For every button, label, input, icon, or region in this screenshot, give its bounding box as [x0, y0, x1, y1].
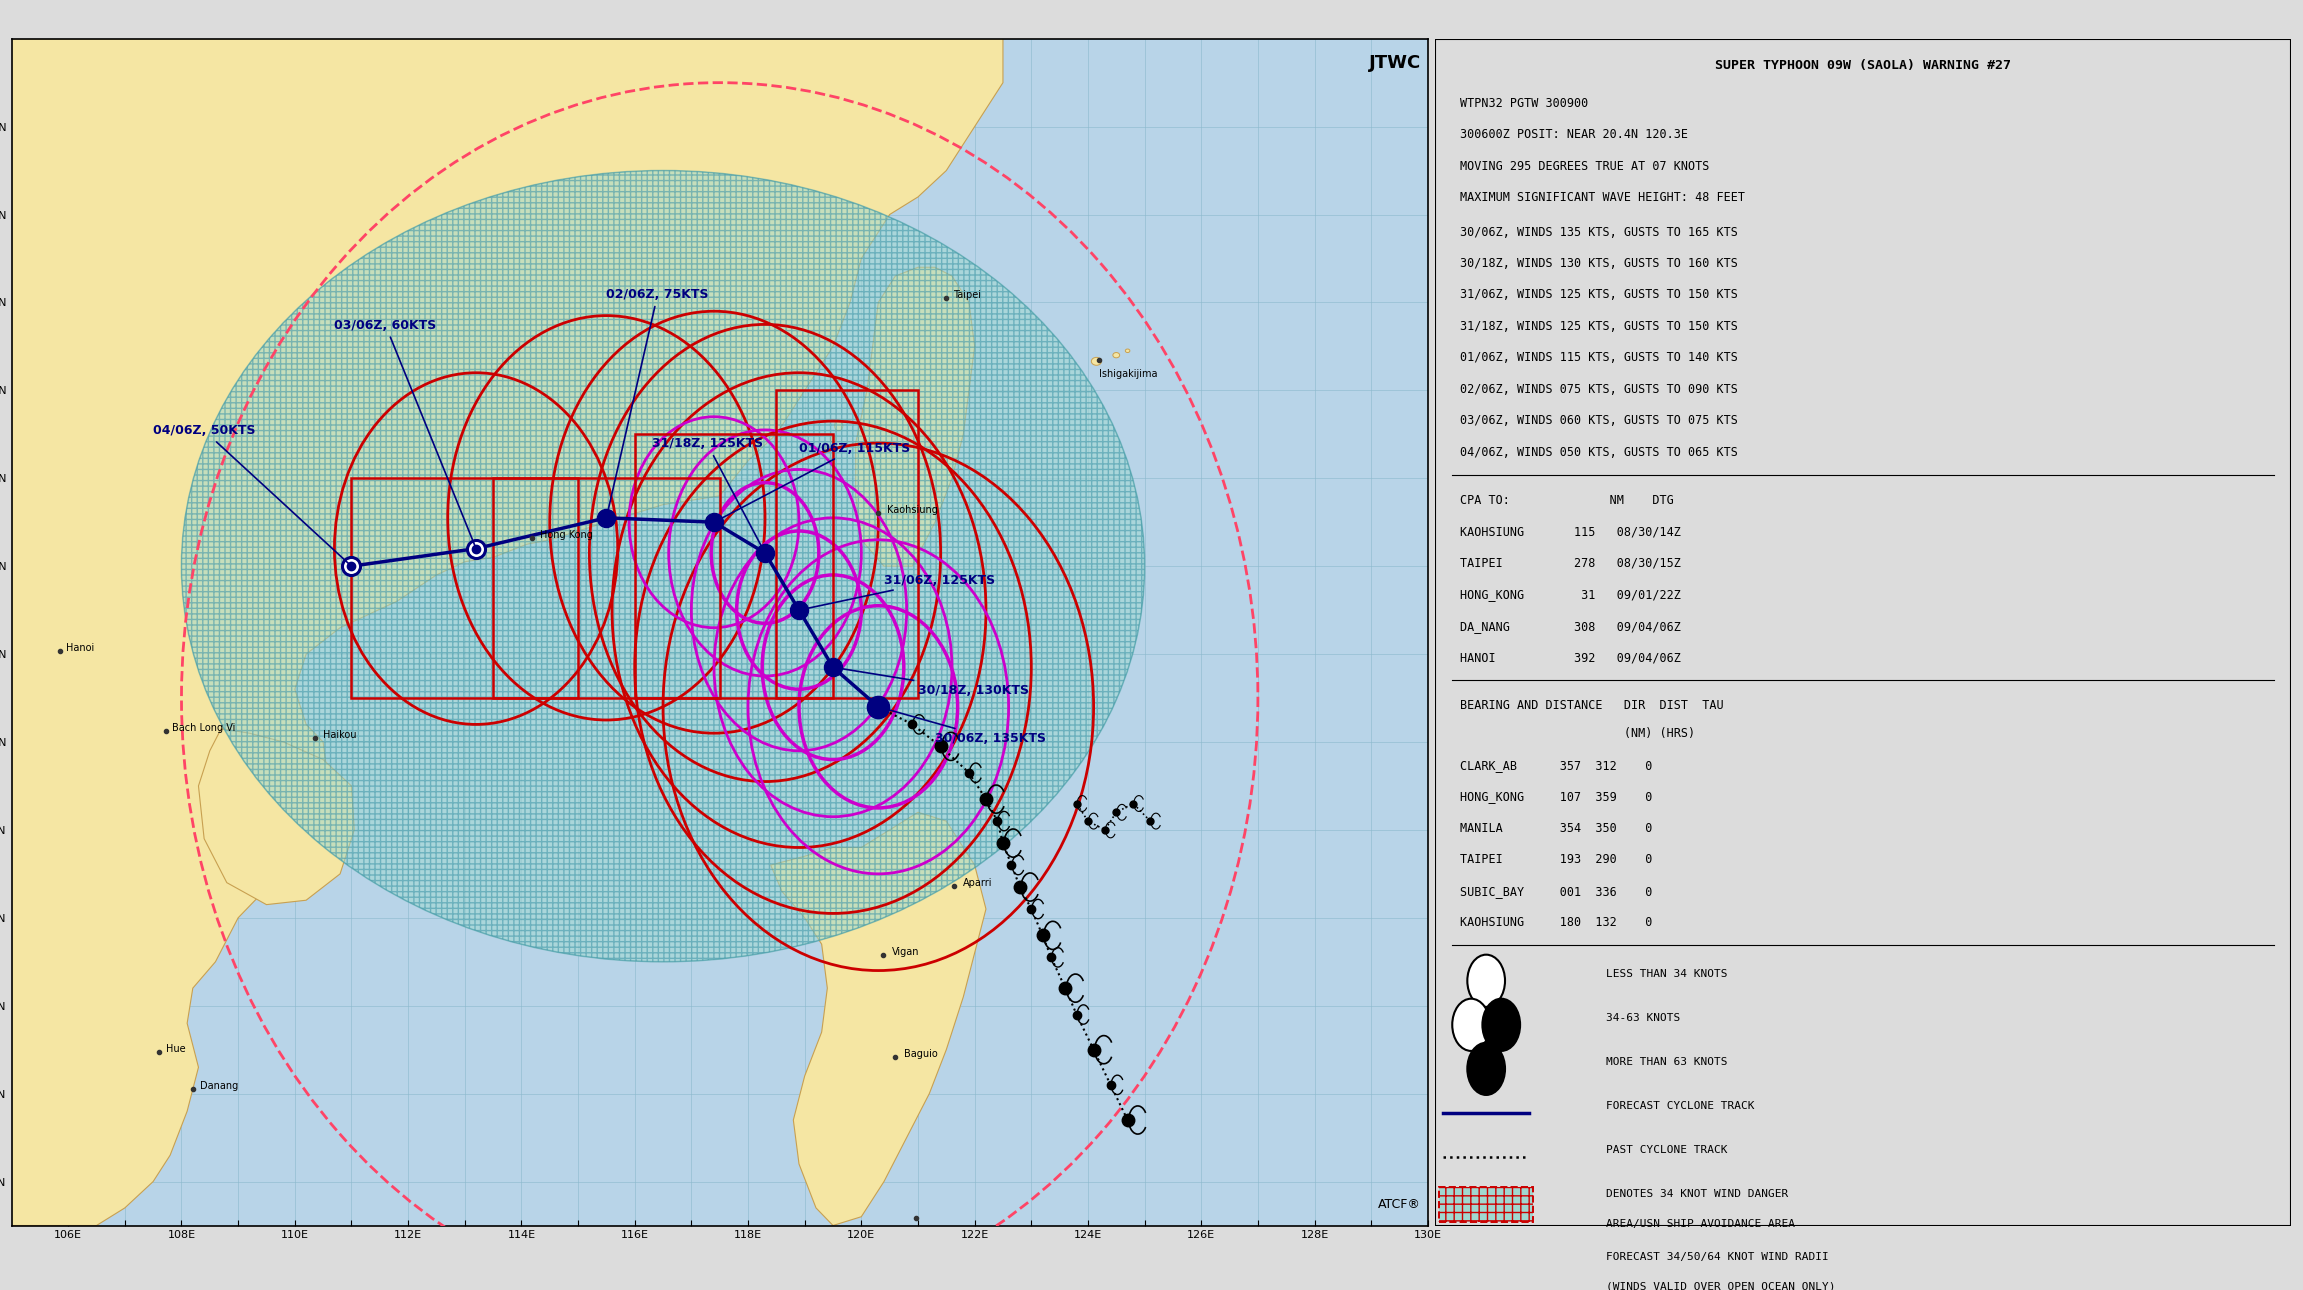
Text: Hong Kong: Hong Kong: [541, 530, 592, 541]
Bar: [493, 479, 719, 698]
Text: 34-63 KNOTS: 34-63 KNOTS: [1605, 1013, 1681, 1023]
Ellipse shape: [1092, 357, 1101, 365]
Bar: [352, 479, 578, 698]
Text: Haikou: Haikou: [322, 730, 357, 739]
Text: 02/06Z, WINDS 075 KTS, GUSTS TO 090 KTS: 02/06Z, WINDS 075 KTS, GUSTS TO 090 KTS: [1460, 383, 1739, 396]
Ellipse shape: [834, 421, 843, 431]
Ellipse shape: [182, 170, 1145, 962]
Text: 31/18Z, 125KTS: 31/18Z, 125KTS: [652, 437, 765, 551]
Text: SUBIC_BAY     001  336    0: SUBIC_BAY 001 336 0: [1460, 885, 1654, 898]
Text: Kaohsiung: Kaohsiung: [887, 506, 937, 516]
Ellipse shape: [1112, 352, 1119, 357]
Bar: [776, 391, 919, 698]
Bar: [636, 435, 834, 698]
Text: 03/06Z, 60KTS: 03/06Z, 60KTS: [334, 319, 474, 546]
Polygon shape: [198, 729, 355, 904]
Text: Baguio: Baguio: [903, 1049, 937, 1059]
Text: 01/06Z, 115KTS: 01/06Z, 115KTS: [716, 442, 910, 521]
Text: Hue: Hue: [166, 1045, 184, 1054]
Ellipse shape: [829, 435, 836, 442]
Text: 04/06Z, 50KTS: 04/06Z, 50KTS: [152, 424, 350, 564]
Text: 30/06Z, WINDS 135 KTS, GUSTS TO 165 KTS: 30/06Z, WINDS 135 KTS, GUSTS TO 165 KTS: [1460, 226, 1739, 239]
Text: SUPER TYPHOON 09W (SAOLA) WARNING #27: SUPER TYPHOON 09W (SAOLA) WARNING #27: [1716, 59, 2011, 72]
Text: Aparri: Aparri: [963, 878, 993, 888]
Text: Manila: Manila: [917, 1229, 949, 1240]
Text: KAOHSIUNG       115   08/30/14Z: KAOHSIUNG 115 08/30/14Z: [1460, 525, 1681, 538]
Text: FORECAST 34/50/64 KNOT WIND RADII: FORECAST 34/50/64 KNOT WIND RADII: [1605, 1253, 1829, 1262]
Polygon shape: [772, 813, 986, 1226]
Text: BEARING AND DISTANCE   DIR  DIST  TAU: BEARING AND DISTANCE DIR DIST TAU: [1460, 699, 1725, 712]
Text: (WINDS VALID OVER OPEN OCEAN ONLY): (WINDS VALID OVER OPEN OCEAN ONLY): [1605, 1282, 1835, 1290]
Text: TAIPEI        193  290    0: TAIPEI 193 290 0: [1460, 853, 1654, 866]
Text: HONG_KONG        31   09/01/22Z: HONG_KONG 31 09/01/22Z: [1460, 588, 1681, 601]
Text: MOVING 295 DEGREES TRUE AT 07 KNOTS: MOVING 295 DEGREES TRUE AT 07 KNOTS: [1460, 160, 1709, 173]
Text: TAIPEI          278   08/30/15Z: TAIPEI 278 08/30/15Z: [1460, 557, 1681, 570]
Text: 02/06Z, 75KTS: 02/06Z, 75KTS: [606, 288, 709, 515]
Circle shape: [1453, 998, 1490, 1051]
Ellipse shape: [824, 445, 829, 450]
Text: Hanoi: Hanoi: [67, 644, 94, 654]
Polygon shape: [857, 267, 974, 566]
Circle shape: [1483, 998, 1520, 1051]
Text: 04/06Z, WINDS 050 KTS, GUSTS TO 065 KTS: 04/06Z, WINDS 050 KTS, GUSTS TO 065 KTS: [1460, 446, 1739, 459]
Text: HANOI           392   09/04/06Z: HANOI 392 09/04/06Z: [1460, 651, 1681, 664]
Text: DENOTES 34 KNOT WIND DANGER: DENOTES 34 KNOT WIND DANGER: [1605, 1189, 1789, 1200]
Text: 30/18Z, 130KTS: 30/18Z, 130KTS: [836, 668, 1029, 697]
Bar: [1439, 1187, 1534, 1223]
Text: JTWC: JTWC: [1368, 54, 1421, 72]
Text: AREA/USN SHIP AVOIDANCE AREA: AREA/USN SHIP AVOIDANCE AREA: [1605, 1219, 1794, 1229]
Text: 300600Z POSIT: NEAR 20.4N 120.3E: 300600Z POSIT: NEAR 20.4N 120.3E: [1460, 128, 1688, 141]
Text: MAXIMUM SIGNIFICANT WAVE HEIGHT: 48 FEET: MAXIMUM SIGNIFICANT WAVE HEIGHT: 48 FEET: [1460, 191, 1746, 204]
Text: DA_NANG         308   09/04/06Z: DA_NANG 308 09/04/06Z: [1460, 619, 1681, 632]
Text: ATCF®: ATCF®: [1377, 1198, 1421, 1211]
Text: Taipei: Taipei: [953, 290, 981, 301]
Ellipse shape: [1126, 350, 1131, 352]
Text: Bach Long Vi: Bach Long Vi: [173, 722, 235, 733]
Text: CLARK_AB      357  312    0: CLARK_AB 357 312 0: [1460, 759, 1654, 771]
Circle shape: [1467, 955, 1506, 1007]
Text: 30/18Z, WINDS 130 KTS, GUSTS TO 160 KTS: 30/18Z, WINDS 130 KTS, GUSTS TO 160 KTS: [1460, 257, 1739, 270]
Text: WTPN32 PGTW 300900: WTPN32 PGTW 300900: [1460, 97, 1589, 110]
Circle shape: [1467, 1042, 1506, 1095]
Text: 31/18Z, WINDS 125 KTS, GUSTS TO 150 KTS: 31/18Z, WINDS 125 KTS, GUSTS TO 150 KTS: [1460, 320, 1739, 333]
Text: LESS THAN 34 KNOTS: LESS THAN 34 KNOTS: [1605, 969, 1727, 979]
Text: 01/06Z, WINDS 115 KTS, GUSTS TO 140 KTS: 01/06Z, WINDS 115 KTS, GUSTS TO 140 KTS: [1460, 351, 1739, 364]
Text: 31/06Z, WINDS 125 KTS, GUSTS TO 150 KTS: 31/06Z, WINDS 125 KTS, GUSTS TO 150 KTS: [1460, 289, 1739, 302]
Polygon shape: [12, 39, 1002, 1226]
Text: (NM) (HRS): (NM) (HRS): [1460, 728, 1695, 740]
Text: 03/06Z, WINDS 060 KTS, GUSTS TO 075 KTS: 03/06Z, WINDS 060 KTS, GUSTS TO 075 KTS: [1460, 414, 1739, 427]
Text: FORECAST CYCLONE TRACK: FORECAST CYCLONE TRACK: [1605, 1100, 1755, 1111]
Text: 31/06Z, 125KTS: 31/06Z, 125KTS: [801, 574, 995, 610]
Text: MORE THAN 63 KNOTS: MORE THAN 63 KNOTS: [1605, 1057, 1727, 1067]
Text: MANILA        354  350    0: MANILA 354 350 0: [1460, 822, 1654, 835]
Text: 30/06Z, 135KTS: 30/06Z, 135KTS: [882, 708, 1046, 746]
Text: KAOHSIUNG     180  132    0: KAOHSIUNG 180 132 0: [1460, 916, 1654, 929]
Text: Vigan: Vigan: [891, 947, 919, 957]
Text: PAST CYCLONE TRACK: PAST CYCLONE TRACK: [1605, 1146, 1727, 1155]
Text: Ishigakijima: Ishigakijima: [1099, 369, 1158, 379]
Text: CPA TO:              NM    DTG: CPA TO: NM DTG: [1460, 494, 1674, 507]
Text: HONG_KONG     107  359    0: HONG_KONG 107 359 0: [1460, 791, 1654, 804]
Text: Danang: Danang: [200, 1081, 237, 1091]
